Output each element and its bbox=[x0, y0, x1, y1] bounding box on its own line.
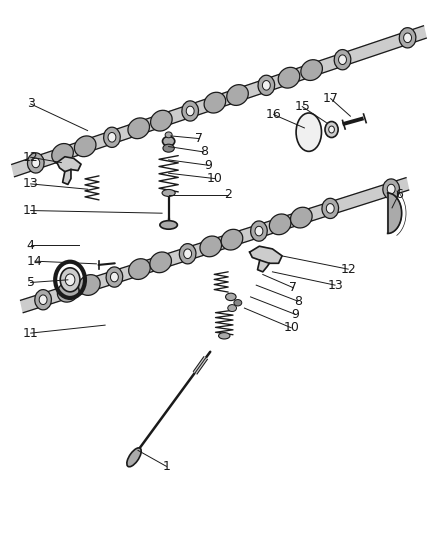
Ellipse shape bbox=[129, 259, 150, 279]
Text: 4: 4 bbox=[27, 239, 35, 252]
Ellipse shape bbox=[290, 207, 312, 228]
Ellipse shape bbox=[74, 136, 96, 157]
Ellipse shape bbox=[404, 33, 412, 43]
Text: 12: 12 bbox=[340, 263, 356, 276]
Ellipse shape bbox=[387, 184, 395, 194]
Ellipse shape bbox=[296, 113, 321, 151]
Text: 7: 7 bbox=[195, 132, 203, 145]
Ellipse shape bbox=[35, 289, 51, 310]
Ellipse shape bbox=[179, 244, 196, 264]
Ellipse shape bbox=[255, 227, 263, 236]
Ellipse shape bbox=[39, 295, 47, 304]
Ellipse shape bbox=[32, 158, 40, 168]
Text: 15: 15 bbox=[294, 100, 310, 113]
Ellipse shape bbox=[162, 136, 175, 146]
Ellipse shape bbox=[200, 236, 222, 257]
Ellipse shape bbox=[322, 198, 339, 219]
Ellipse shape bbox=[78, 274, 100, 295]
Polygon shape bbox=[57, 157, 81, 172]
Ellipse shape bbox=[269, 214, 291, 235]
Ellipse shape bbox=[227, 85, 248, 106]
Ellipse shape bbox=[328, 126, 335, 133]
Ellipse shape bbox=[65, 274, 75, 286]
Ellipse shape bbox=[52, 143, 73, 164]
Text: 13: 13 bbox=[23, 177, 39, 190]
Text: 13: 13 bbox=[327, 279, 343, 292]
Text: 9: 9 bbox=[292, 308, 300, 321]
Ellipse shape bbox=[162, 190, 175, 197]
Ellipse shape bbox=[258, 75, 275, 95]
Ellipse shape bbox=[204, 92, 226, 113]
Text: 17: 17 bbox=[323, 92, 339, 105]
Text: 1: 1 bbox=[162, 460, 170, 473]
Text: 5: 5 bbox=[27, 276, 35, 289]
Text: 12: 12 bbox=[23, 151, 39, 164]
Polygon shape bbox=[250, 246, 282, 263]
Ellipse shape bbox=[326, 204, 334, 213]
Ellipse shape bbox=[165, 132, 172, 138]
Ellipse shape bbox=[226, 293, 236, 301]
Text: 3: 3 bbox=[27, 98, 35, 110]
Text: 11: 11 bbox=[23, 204, 39, 217]
Ellipse shape bbox=[163, 144, 174, 152]
Ellipse shape bbox=[186, 106, 194, 116]
Polygon shape bbox=[12, 26, 426, 177]
Ellipse shape bbox=[221, 229, 243, 250]
Ellipse shape bbox=[160, 221, 177, 229]
Ellipse shape bbox=[106, 267, 123, 287]
Ellipse shape bbox=[219, 333, 230, 339]
Text: 8: 8 bbox=[200, 146, 208, 158]
Polygon shape bbox=[21, 177, 409, 313]
Ellipse shape bbox=[57, 281, 79, 302]
Text: 2: 2 bbox=[224, 188, 232, 201]
Ellipse shape bbox=[28, 153, 44, 173]
Ellipse shape bbox=[251, 221, 267, 241]
Ellipse shape bbox=[182, 101, 198, 121]
Ellipse shape bbox=[278, 67, 300, 88]
Polygon shape bbox=[258, 260, 269, 272]
Ellipse shape bbox=[301, 60, 322, 80]
Ellipse shape bbox=[262, 80, 270, 90]
Polygon shape bbox=[388, 193, 402, 233]
Text: 10: 10 bbox=[283, 321, 299, 334]
Ellipse shape bbox=[234, 300, 242, 306]
Ellipse shape bbox=[334, 50, 351, 70]
Ellipse shape bbox=[399, 28, 416, 48]
Ellipse shape bbox=[110, 272, 118, 282]
Text: 9: 9 bbox=[204, 159, 212, 172]
Ellipse shape bbox=[325, 122, 338, 138]
Text: 14: 14 bbox=[27, 255, 43, 268]
Ellipse shape bbox=[228, 304, 237, 311]
Ellipse shape bbox=[60, 268, 80, 292]
Text: 16: 16 bbox=[266, 108, 282, 121]
Text: 10: 10 bbox=[207, 172, 223, 185]
Ellipse shape bbox=[128, 118, 149, 139]
Ellipse shape bbox=[184, 249, 191, 259]
Ellipse shape bbox=[104, 127, 120, 148]
Text: 11: 11 bbox=[23, 327, 39, 340]
Text: 8: 8 bbox=[294, 295, 302, 308]
Ellipse shape bbox=[383, 179, 399, 199]
Ellipse shape bbox=[339, 55, 346, 64]
Polygon shape bbox=[63, 169, 71, 184]
Ellipse shape bbox=[150, 252, 171, 273]
Text: 7: 7 bbox=[290, 281, 297, 294]
Ellipse shape bbox=[127, 448, 141, 467]
Ellipse shape bbox=[151, 110, 172, 131]
Text: 6: 6 bbox=[395, 188, 403, 201]
Ellipse shape bbox=[108, 133, 116, 142]
